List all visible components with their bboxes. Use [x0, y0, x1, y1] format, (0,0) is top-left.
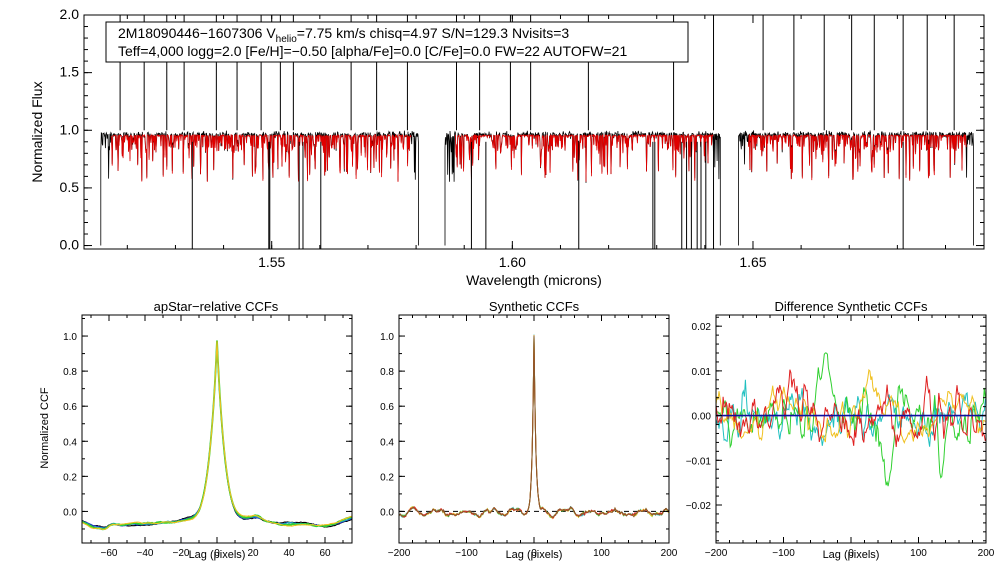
- annotation-box: [105, 21, 689, 63]
- y-tick-label: −0.02: [686, 501, 712, 512]
- x-tick-label: 0: [214, 548, 220, 559]
- annotation-line-2: Teff=4,000 logg=2.0 [Fe/H]=−0.50 [alpha/…: [118, 43, 627, 59]
- x-tick-label: 200: [661, 548, 678, 559]
- y-tick-label: 0.0: [380, 507, 394, 518]
- difference-ccf-x-axis-label: Lag (pixels): [823, 549, 880, 561]
- y-tick-label: 0.02: [692, 322, 712, 333]
- y-tick-label: 0.01: [692, 367, 712, 378]
- model-spectrum-line: [110, 133, 412, 182]
- x-tick-label: 1.60: [499, 254, 526, 270]
- difference-ccf-frame: [715, 314, 987, 544]
- y-tick-label: 1.0: [380, 332, 394, 343]
- x-tick-label: −200: [705, 548, 728, 559]
- x-tick-label: 200: [978, 548, 995, 559]
- apstar-ccf-line: [81, 340, 353, 531]
- y-tick-label: 0.6: [380, 402, 394, 413]
- synthetic-ccf-line: [398, 335, 670, 519]
- x-tick-label: −100: [772, 548, 795, 559]
- apstar-ccf-y-axis-label: Normalized CCF: [39, 387, 51, 469]
- spectrum-plot-frame: [83, 14, 985, 250]
- apstar-ccf-line: [81, 340, 353, 529]
- apstar-ccf-series: [81, 340, 353, 531]
- difference-ccf-panel: Difference Synthetic CCFs −200 −100 0 100 20…: [686, 299, 995, 561]
- y-tick-label: 1.0: [63, 332, 77, 343]
- y-tick-label: 0.00: [692, 412, 712, 423]
- x-tick-label: 0: [531, 548, 537, 559]
- x-tick-label: −200: [388, 548, 411, 559]
- apstar-ccf-x-axis-label: Lag (pixels): [189, 549, 246, 561]
- model-spectrum-line: [748, 133, 967, 181]
- x-tick-label: −100: [455, 548, 478, 559]
- apstar-ccf-panel: apStar−relative CCFs −60 −40 −20 0 20 40 60 0.0…: [39, 299, 353, 561]
- y-tick-label: 1.0: [60, 121, 80, 137]
- x-tick-label: 20: [247, 548, 259, 559]
- x-tick-label: 1.65: [739, 254, 766, 270]
- y-tick-label: 0.0: [60, 237, 80, 253]
- y-tick-label: 0.0: [63, 507, 77, 518]
- apstar-ccf-line: [81, 340, 353, 528]
- y-tick-label: 2.0: [60, 6, 80, 22]
- annotation-line-1: 2M18090446−1607306 Vhelio=7.75 km/s chis…: [118, 25, 569, 45]
- x-tick-label: 1.55: [258, 254, 285, 270]
- x-tick-label: −40: [137, 548, 154, 559]
- y-tick-label: 0.8: [380, 367, 394, 378]
- y-tick-label: 0.8: [63, 367, 77, 378]
- x-tick-label: 60: [319, 548, 331, 559]
- synthetic-ccf-ticks: −200 −100 0 100 200 0.0 0.2 0.4 0.6 0.8 1.0: [380, 315, 678, 559]
- difference-ccf-line: [715, 368, 986, 445]
- synthetic-ccf-panel: Synthetic CCFs −200 −100 0 100 200 0.0 0.2 0.4 0…: [380, 299, 678, 561]
- x-tick-label: 100: [910, 548, 927, 559]
- y-tick-label: 0.2: [380, 472, 394, 483]
- y-tick-label: 0.6: [63, 402, 77, 413]
- x-tick-label: 40: [283, 548, 295, 559]
- model-spectrum-line: [454, 133, 714, 182]
- apstar-ccf-line: [81, 341, 353, 530]
- apstar-ccf-title: apStar−relative CCFs: [154, 299, 279, 314]
- difference-ccf-ticks: −200 −100 0 100 200 −0.02 −0.01 0.00 0.01 0.02: [686, 315, 995, 559]
- y-tick-label: 1.5: [60, 64, 80, 80]
- y-tick-label: 0.5: [60, 179, 80, 195]
- x-tick-label: −20: [173, 548, 190, 559]
- spectrum-y-axis-label: Normalized Flux: [29, 81, 45, 182]
- difference-ccf-title: Difference Synthetic CCFs: [775, 299, 928, 314]
- x-tick-label: 100: [593, 548, 610, 559]
- y-tick-label: 0.4: [63, 437, 77, 448]
- difference-ccf-series: [715, 352, 986, 487]
- spectrum-x-axis-label: Wavelength (microns): [466, 272, 602, 288]
- synthetic-ccf-series: [398, 334, 670, 520]
- spectrum-ticks: 1.55 1.60 1.65 0.0 0.5 1.0 1.5 2.0: [60, 6, 984, 270]
- spectrum-panel: 1.55 1.60 1.65 0.0 0.5 1.0 1.5 2.0 2M18090446−1…: [29, 6, 985, 288]
- apstar-ccf-line: [81, 341, 353, 529]
- y-tick-label: −0.01: [686, 456, 712, 467]
- difference-ccf-line: [715, 369, 986, 447]
- synthetic-ccf-title: Synthetic CCFs: [489, 299, 580, 314]
- y-tick-label: 0.2: [63, 472, 77, 483]
- synthetic-ccf-x-axis-label: Lag (pixels): [506, 549, 563, 561]
- y-tick-label: 0.4: [380, 437, 394, 448]
- x-tick-label: −60: [101, 548, 118, 559]
- x-tick-label: 0: [848, 548, 854, 559]
- apstar-ccf-ticks: −60 −40 −20 0 20 40 60 0.0 0.2 0.4 0.6 0.8 1.0: [63, 315, 352, 559]
- difference-ccf-line: [715, 352, 986, 487]
